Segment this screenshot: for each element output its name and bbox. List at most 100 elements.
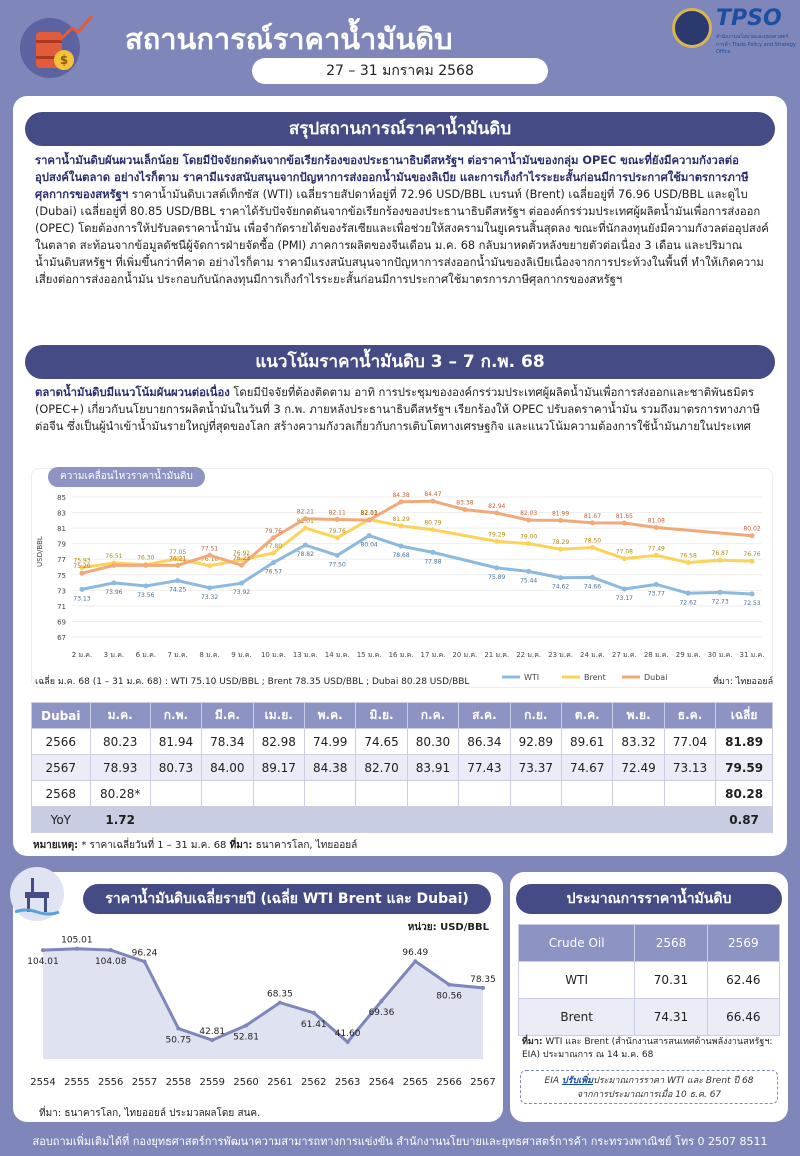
table-cell — [201, 806, 254, 833]
year-label: 2560 — [233, 1077, 258, 1088]
note-source: ธนาคารโลก, ไทยออยล์ — [252, 840, 358, 851]
table-header-cell: ต.ค. — [560, 702, 614, 729]
table-cell: 78.34 — [201, 728, 254, 755]
table-note: หมายเหตุ: * ราคาเฉลี่ยวันที่ 1 – 31 ม.ค.… — [33, 838, 357, 853]
annual-point — [210, 1038, 215, 1043]
table-header-cell: เฉลี่ย — [715, 702, 773, 729]
data-point-dubai — [653, 524, 659, 530]
data-label: 76.92 — [233, 550, 250, 557]
table-cell — [612, 780, 665, 807]
data-label: 76.30 — [137, 555, 154, 562]
annual-data-label: 68.35 — [267, 990, 293, 1000]
table-cell: 86.34 — [458, 728, 511, 755]
table-cell: 80.28* — [89, 780, 151, 807]
table-cell — [406, 780, 460, 807]
table-cell: 80.73 — [149, 754, 203, 781]
table-cell — [303, 780, 357, 807]
table-cell: 78.93 — [89, 754, 151, 781]
data-label: 77.49 — [648, 545, 665, 552]
data-point-dubai — [270, 535, 276, 541]
data-point-wti — [589, 574, 595, 580]
y-tick-label: 81 — [57, 525, 66, 533]
data-label: 73.13 — [73, 595, 90, 602]
forecast-heading: ประมาณการราคาน้ำมันดิบ — [516, 884, 782, 914]
forecast-note-text: WTI และ Brent (สำนักงานสารสนเทศด้านพลังง… — [522, 1037, 773, 1060]
trend-paragraph: ตลาดน้ำมันดิบมีแนวโน้มผันผวนต่อเนื่อง โด… — [35, 384, 770, 435]
data-point-wti — [398, 543, 404, 549]
table-cell: 89.61 — [560, 728, 614, 755]
table-cell — [509, 806, 563, 833]
data-label: 80.04 — [361, 542, 378, 549]
data-point-wti — [175, 578, 181, 584]
table-header-cell: ก.ย. — [509, 702, 563, 729]
table-cell — [406, 806, 460, 833]
x-tick-label: 29 ม.ค. — [676, 651, 701, 659]
x-tick-label: 3 ม.ค. — [104, 651, 124, 659]
x-tick-label: 13 ม.ค. — [293, 651, 318, 659]
forecast-header-cell: 2569 — [706, 924, 781, 962]
data-label: 77.51 — [201, 545, 218, 552]
annual-data-label: 78.35 — [470, 975, 496, 985]
annual-data-label: 96.24 — [132, 949, 158, 959]
y-tick-label: 71 — [57, 603, 66, 611]
table-cell: 2566 — [31, 728, 91, 755]
data-point-wti — [334, 552, 340, 558]
legend-label: Dubai — [644, 673, 667, 682]
data-point-dubai — [749, 533, 755, 539]
table-cell: 74.65 — [355, 728, 408, 755]
data-point-dubai — [143, 562, 149, 568]
data-label: 72.62 — [680, 599, 697, 606]
y-tick-label: 83 — [57, 510, 66, 518]
table-header-cell: พ.ค. — [303, 702, 357, 729]
annual-point — [176, 1026, 181, 1031]
data-label: 74.66 — [584, 583, 601, 590]
x-tick-label: 21 ม.ค. — [484, 651, 509, 659]
data-point-brent — [717, 557, 723, 563]
oil-barrel-icon: $ — [20, 15, 94, 78]
table-cell — [458, 780, 511, 807]
table-cell — [252, 806, 305, 833]
data-point-wti — [526, 568, 532, 574]
annual-data-label: 96.49 — [402, 948, 428, 958]
tpso-logo-subtitle: สำนักงานนโยบายและยุทธศาสตร์การค้า Trade … — [716, 34, 796, 55]
data-point-dubai — [366, 517, 372, 523]
tpso-logo: TPSO — [716, 6, 782, 31]
chart-title: ความเคลื่อนไหวราคาน้ำมันดิบ — [48, 467, 205, 487]
y-tick-label: 73 — [57, 587, 66, 595]
x-tick-label: 14 ม.ค. — [325, 651, 350, 659]
year-label: 2556 — [98, 1077, 123, 1088]
year-label: 2563 — [335, 1077, 360, 1088]
data-label: 82.11 — [329, 509, 346, 516]
table-cell: 77.04 — [663, 728, 717, 755]
table-header-cell: ม.ค. — [89, 702, 151, 729]
annual-data-label: 50.75 — [166, 1035, 192, 1045]
data-point-wti — [717, 589, 723, 595]
annual-data-label: 104.08 — [95, 957, 127, 967]
table-cell — [560, 806, 614, 833]
eia-line2: จากการประมาณการเมื่อ 10 ธ.ค. 67 — [576, 1090, 722, 1100]
data-label: 76.16 — [201, 556, 218, 563]
data-label: 73.96 — [105, 589, 122, 596]
forecast-cell: 74.31 — [634, 998, 708, 1036]
y-tick-label: 85 — [57, 494, 66, 502]
table-cell — [303, 806, 357, 833]
forecast-header-cell: Crude Oil — [517, 924, 636, 962]
table-header-cell: ธ.ค. — [663, 702, 717, 729]
data-label: 74.62 — [552, 584, 569, 591]
data-label: 80.02 — [743, 526, 760, 533]
data-point-dubai — [334, 516, 340, 522]
year-label: 2561 — [267, 1077, 292, 1088]
footer-contact: สอบถามเพิ่มเติมได้ที่ กองยุทธศาสตร์การพั… — [32, 1135, 768, 1148]
data-label: 77.05 — [169, 549, 186, 556]
data-label: 79.76 — [265, 528, 282, 535]
table-cell: 1.72 — [89, 806, 151, 833]
y-tick-label: 67 — [57, 634, 66, 642]
table-header-cell: ก.ค. — [406, 702, 460, 729]
trend-text: โดยมีปัจจัยที่ต้องติดตาม อาทิ การประชุมข… — [35, 386, 760, 433]
table-cell — [458, 806, 511, 833]
data-point-wti — [685, 590, 691, 596]
chart-source: ที่มา: ไทยออยล์ — [713, 677, 774, 687]
data-label: 77.50 — [329, 561, 346, 568]
table-cell: 73.13 — [663, 754, 717, 781]
annual-data-label: 52.81 — [233, 1032, 259, 1042]
